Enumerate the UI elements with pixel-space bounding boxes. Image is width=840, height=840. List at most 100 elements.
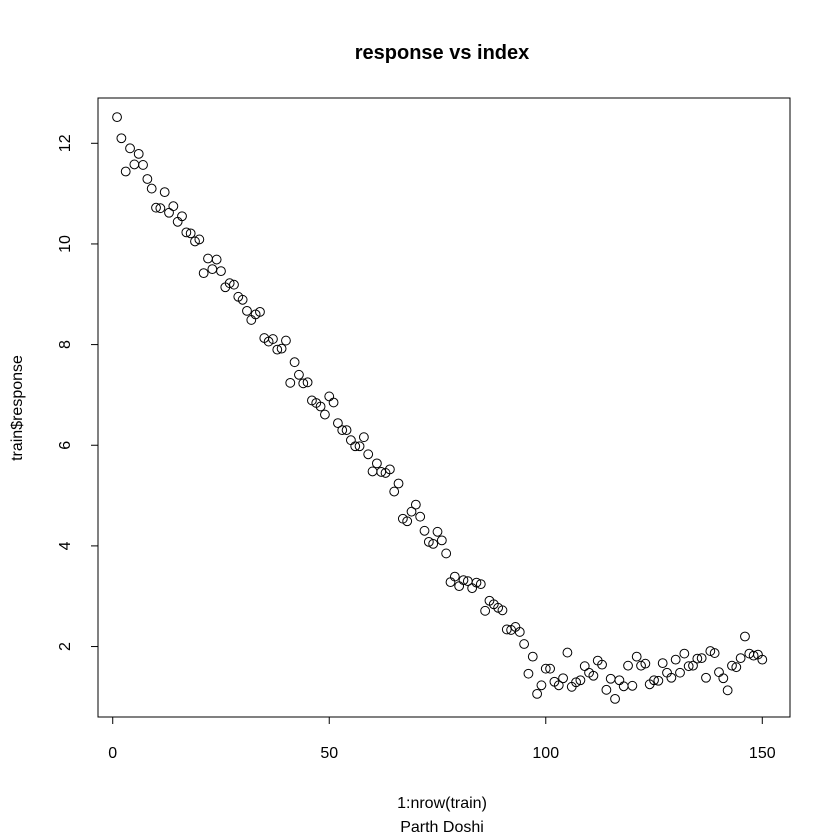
- data-point: [354, 441, 365, 452]
- data-point: [683, 661, 694, 672]
- data-point: [757, 654, 768, 665]
- data-point: [207, 264, 218, 275]
- chart-title: response vs index: [355, 42, 530, 64]
- data-point: [714, 667, 724, 678]
- data-point: [276, 343, 287, 354]
- y-tick-label: 12: [57, 134, 74, 152]
- data-point: [255, 306, 265, 317]
- data-point: [631, 651, 642, 662]
- data-point: [272, 344, 283, 355]
- data-point: [536, 680, 547, 691]
- data-point: [194, 234, 205, 245]
- data-point: [285, 377, 296, 388]
- data-point: [328, 397, 339, 408]
- data-point: [406, 506, 417, 517]
- data-point: [190, 236, 200, 247]
- data-point: [333, 418, 343, 429]
- data-point: [441, 548, 452, 559]
- data-point: [138, 160, 148, 170]
- data-point: [294, 369, 304, 380]
- y-tick-label: 10: [57, 235, 74, 253]
- data-point: [748, 650, 759, 661]
- data-point: [229, 279, 239, 290]
- data-point: [402, 516, 413, 527]
- data-point: [198, 268, 209, 279]
- data-point: [558, 673, 568, 684]
- data-point: [588, 670, 599, 681]
- data-point: [610, 693, 620, 704]
- data-point: [423, 536, 434, 547]
- data-point: [670, 654, 681, 665]
- data-point: [679, 648, 690, 659]
- y-axis: 2 4 6 8 10 12: [57, 134, 99, 651]
- data-point: [181, 227, 192, 238]
- data-point: [428, 538, 439, 549]
- data-point: [454, 581, 465, 592]
- data-point: [475, 579, 486, 590]
- data-point: [419, 525, 430, 536]
- data-point: [384, 464, 395, 475]
- data-point: [553, 680, 564, 691]
- data-point: [389, 486, 400, 497]
- data-point: [345, 435, 356, 446]
- data-point: [527, 651, 538, 662]
- data-point: [432, 526, 443, 537]
- data-point: [480, 605, 491, 616]
- data-point: [116, 133, 127, 144]
- data-point: [415, 511, 426, 522]
- data-point: [514, 627, 525, 637]
- data-point: [601, 684, 612, 695]
- data-point: [731, 662, 742, 673]
- data-point: [562, 647, 573, 658]
- data-point: [627, 680, 638, 691]
- y-tick-label: 2: [57, 642, 74, 651]
- data-point: [237, 294, 248, 305]
- data-point: [185, 228, 196, 239]
- data-point: [298, 378, 309, 389]
- data-point: [614, 675, 625, 686]
- data-point: [129, 159, 140, 170]
- x-tick-label: 0: [108, 745, 117, 762]
- data-point: [112, 112, 122, 123]
- x-axis: 0 50 100 150: [108, 716, 776, 762]
- data-point: [501, 624, 512, 635]
- data-point: [532, 688, 543, 699]
- data-point: [120, 166, 131, 177]
- data-point: [705, 646, 716, 656]
- data-point: [540, 663, 551, 674]
- data-point: [623, 660, 633, 671]
- data-point: [376, 467, 387, 477]
- data-point: [268, 334, 278, 344]
- data-point: [324, 391, 335, 402]
- data-point: [718, 673, 729, 684]
- data-point: [133, 148, 144, 159]
- data-point: [281, 335, 291, 346]
- data-point: [337, 425, 348, 436]
- data-point: [597, 659, 607, 670]
- data-point: [467, 583, 478, 594]
- data-point: [636, 660, 646, 671]
- data-point: [575, 675, 586, 686]
- data-points: [112, 112, 768, 704]
- data-point: [675, 667, 685, 678]
- data-point: [727, 660, 737, 671]
- data-point: [151, 202, 161, 213]
- data-point: [692, 653, 703, 664]
- x-axis-sublabel: Parth Doshi: [400, 819, 484, 836]
- data-point: [701, 672, 711, 683]
- data-point: [393, 478, 404, 489]
- data-point: [146, 183, 157, 194]
- data-point: [371, 458, 382, 469]
- data-point: [735, 653, 746, 664]
- data-point: [289, 357, 300, 368]
- data-point: [168, 201, 179, 212]
- data-point: [618, 681, 629, 692]
- data-point: [410, 499, 421, 510]
- data-point: [142, 174, 153, 184]
- x-axis-label: 1:nrow(train): [397, 795, 487, 812]
- x-tick-label: 50: [320, 745, 338, 762]
- data-point: [709, 648, 720, 658]
- data-point: [666, 672, 677, 683]
- data-point: [211, 254, 222, 265]
- data-point: [445, 577, 456, 588]
